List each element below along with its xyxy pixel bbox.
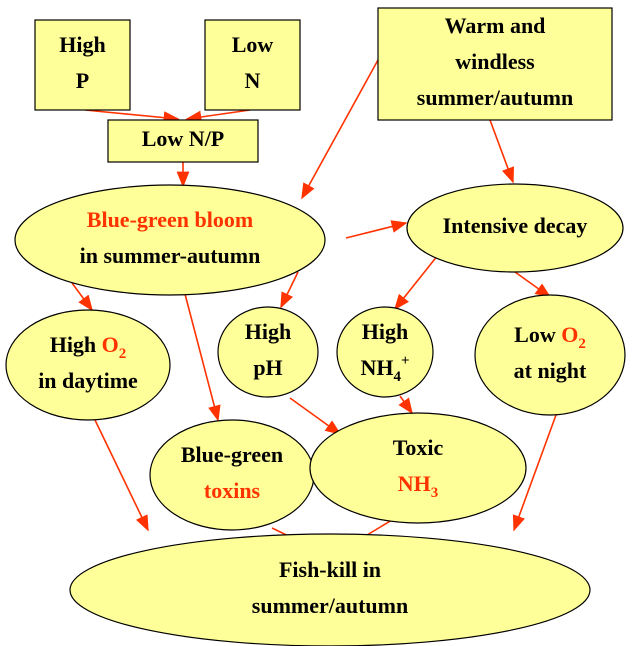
node-label: High bbox=[362, 319, 408, 344]
node-label: Fish-kill in bbox=[279, 557, 381, 582]
arrow bbox=[71, 282, 93, 312]
label-part: High bbox=[50, 332, 102, 357]
ellipse bbox=[474, 294, 626, 416]
label-part: in daytime bbox=[38, 368, 138, 393]
label-part: summer/autumn bbox=[252, 593, 408, 618]
node-label: NH3 bbox=[398, 471, 439, 501]
node: High NH4+ bbox=[336, 306, 434, 398]
label-part: pH bbox=[253, 355, 282, 380]
arrow bbox=[289, 397, 342, 435]
label-part: Toxic bbox=[393, 435, 444, 460]
node-label: Toxic bbox=[393, 435, 444, 460]
node-label: in daytime bbox=[38, 368, 138, 393]
label-part: Low bbox=[514, 322, 561, 347]
node-label: in summer-autumn bbox=[80, 243, 261, 268]
label-part: summer/autumn bbox=[417, 85, 573, 110]
label-part: Intensive decay bbox=[443, 213, 588, 238]
arrow bbox=[301, 59, 379, 200]
arrow bbox=[512, 414, 557, 532]
node: Low N/P bbox=[107, 119, 259, 163]
label-part: High bbox=[59, 32, 105, 57]
node-label: P bbox=[76, 68, 89, 93]
node: Blue-green toxins bbox=[149, 419, 315, 531]
label-part: Blue-green bbox=[181, 442, 283, 467]
node: Toxic NH3 bbox=[309, 412, 527, 524]
label-part: 2 bbox=[119, 346, 127, 362]
box bbox=[204, 19, 301, 111]
label-part: NH bbox=[360, 355, 393, 380]
box bbox=[34, 19, 131, 111]
node-label: summer/autumn bbox=[252, 593, 408, 618]
label-part: Fish-kill in bbox=[279, 557, 381, 582]
label-part: P bbox=[76, 68, 89, 93]
arrow bbox=[398, 395, 413, 415]
box bbox=[377, 7, 613, 121]
ellipse bbox=[5, 309, 171, 421]
node: Low O2 at night bbox=[474, 294, 626, 416]
node-label: pH bbox=[253, 355, 282, 380]
label-part: in summer-autumn bbox=[80, 243, 261, 268]
label-part: NH bbox=[398, 471, 431, 496]
label-part: N bbox=[245, 68, 261, 93]
arrow bbox=[345, 220, 408, 239]
ellipse bbox=[14, 184, 326, 296]
node: Low N bbox=[204, 19, 301, 111]
label-part: High bbox=[245, 319, 291, 344]
node: Warm and windless summer/autumn bbox=[377, 7, 613, 121]
label-part: O bbox=[102, 332, 119, 357]
ellipse bbox=[69, 533, 591, 646]
node-label: Low O2 bbox=[514, 322, 586, 352]
ellipse bbox=[309, 412, 527, 524]
label-part: + bbox=[401, 353, 410, 369]
ellipse bbox=[217, 306, 319, 398]
node-label: toxins bbox=[204, 478, 261, 503]
arrow bbox=[94, 419, 149, 532]
node-label: Low N/P bbox=[142, 126, 225, 151]
arrow bbox=[184, 293, 221, 422]
label-part: toxins bbox=[204, 478, 261, 503]
label-part: Low bbox=[232, 32, 274, 57]
node-label: NH4+ bbox=[360, 353, 409, 385]
label-part: Low N/P bbox=[142, 126, 225, 151]
node: High O2 in daytime bbox=[5, 309, 171, 421]
label-part: O bbox=[561, 322, 578, 347]
node-label: High bbox=[245, 319, 291, 344]
label-part: 3 bbox=[431, 485, 439, 501]
node-label: High O2 bbox=[50, 332, 127, 362]
label-part: 4 bbox=[393, 369, 401, 385]
node: Blue-green bloom in summer-autumn bbox=[14, 184, 326, 296]
label-part: 2 bbox=[578, 336, 586, 352]
ellipse bbox=[406, 183, 624, 273]
node-label: Intensive decay bbox=[443, 213, 588, 238]
ellipse bbox=[336, 306, 434, 398]
node: Fish-kill in summer/autumn bbox=[69, 533, 591, 646]
label-part: Blue-green bloom bbox=[87, 207, 253, 232]
node-label: Low bbox=[232, 32, 274, 57]
arrow bbox=[394, 254, 439, 311]
label-part: High bbox=[362, 319, 408, 344]
arrow bbox=[185, 109, 251, 124]
node-label: Warm and bbox=[445, 13, 546, 38]
arrow bbox=[84, 109, 180, 124]
arrows bbox=[71, 59, 557, 557]
node-label: windless bbox=[455, 49, 535, 74]
node-label: Blue-green bloom bbox=[87, 207, 253, 232]
node-label: High bbox=[59, 32, 105, 57]
ellipse bbox=[149, 419, 315, 531]
node-label: N bbox=[245, 68, 261, 93]
label-part: windless bbox=[455, 49, 535, 74]
node-label: summer/autumn bbox=[417, 85, 573, 110]
arrow bbox=[280, 271, 299, 309]
box bbox=[107, 119, 259, 163]
node-label: at night bbox=[514, 358, 587, 383]
node: High pH bbox=[217, 306, 319, 398]
node: High P bbox=[34, 19, 131, 111]
arrow bbox=[514, 271, 552, 298]
label-part: Warm and bbox=[445, 13, 546, 38]
node-label: Blue-green bbox=[181, 442, 283, 467]
label-part: at night bbox=[514, 358, 587, 383]
arrow bbox=[489, 119, 514, 184]
node: Intensive decay bbox=[406, 183, 624, 273]
